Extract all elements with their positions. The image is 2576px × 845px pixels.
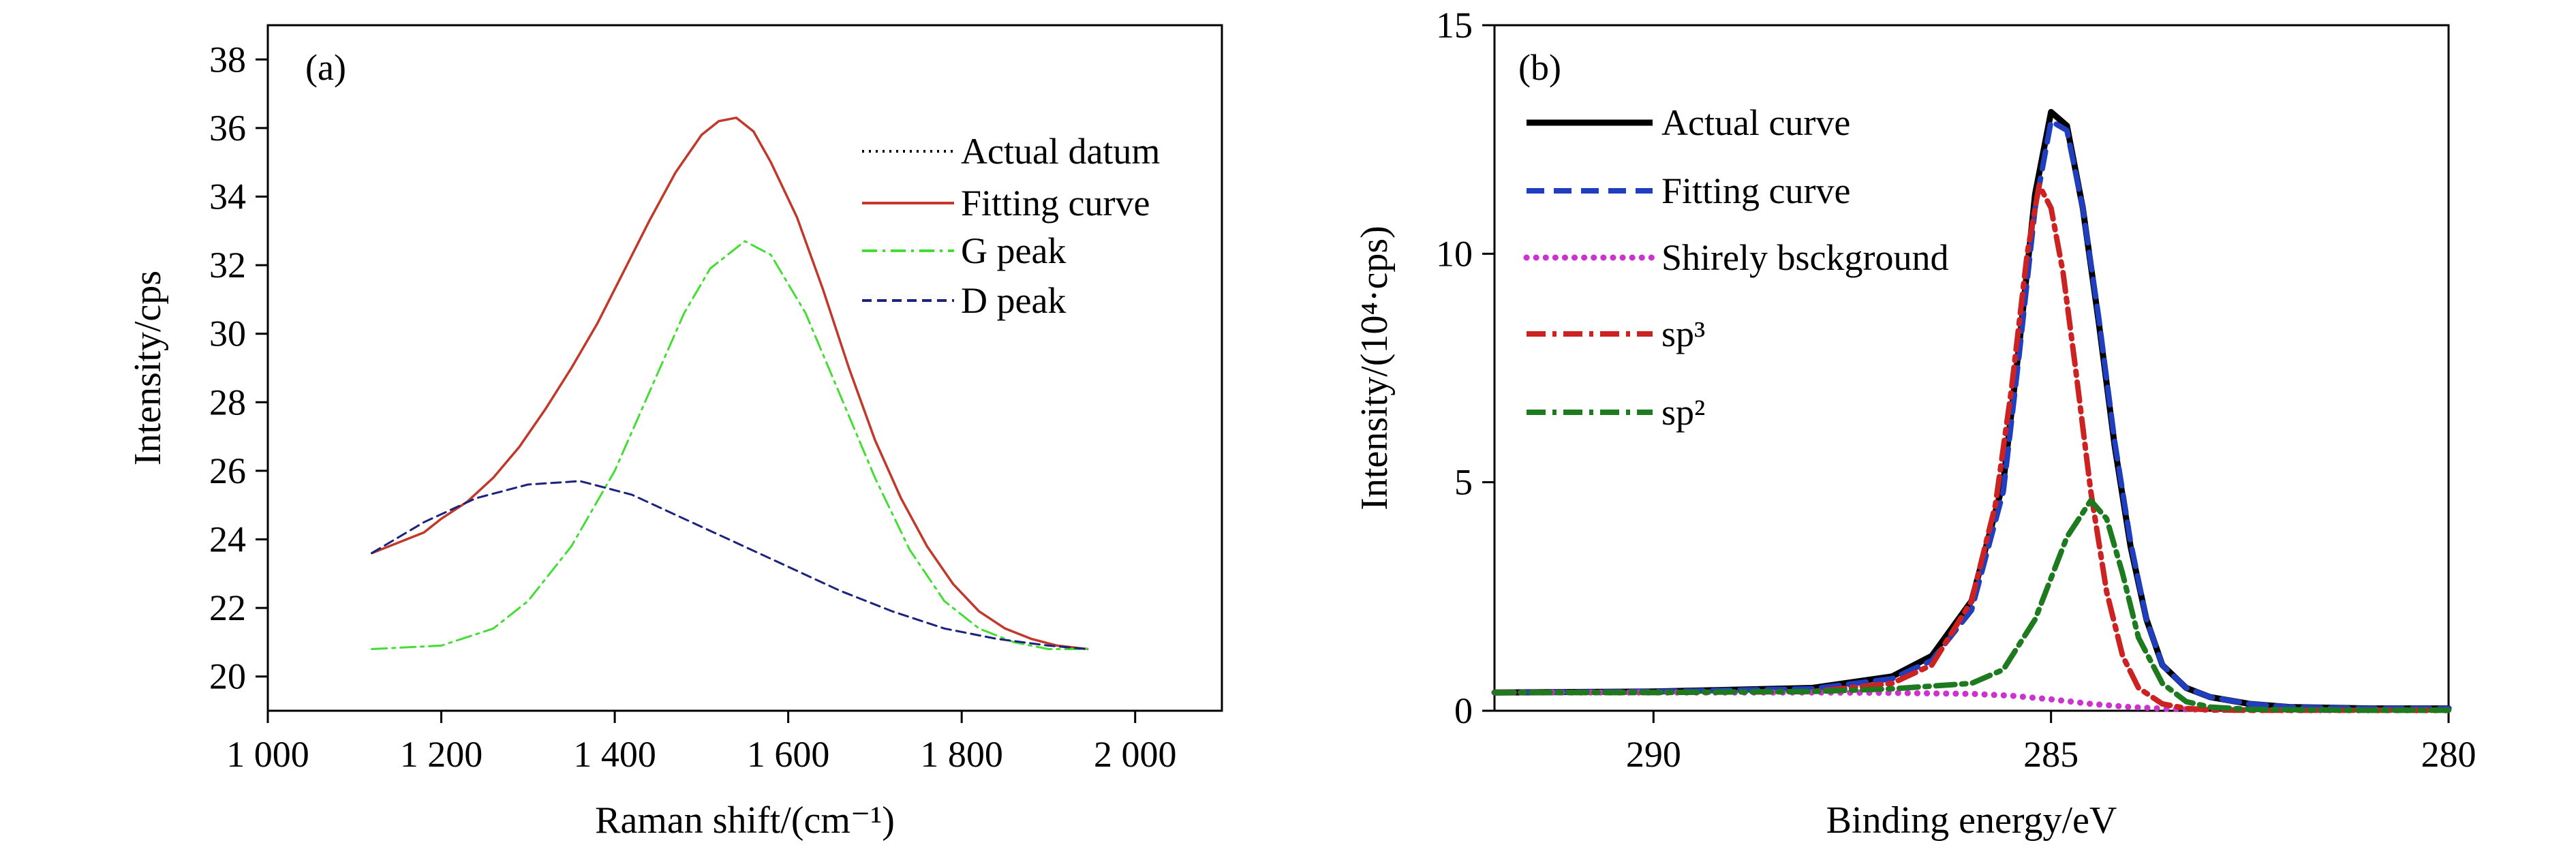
y-tick-label-b: 5	[1454, 462, 1473, 503]
legend-label-shirely-background: Shirely bsckground	[1661, 237, 1948, 278]
x-tick-label-b: 290	[1626, 734, 1681, 775]
legend-item-shirely-background: Shirely bsckground	[1523, 237, 1948, 278]
legend-label-fitting-curve-a: Fitting curve	[961, 183, 1150, 224]
y-axis-ticks-b: 0 5 10 15	[1436, 5, 1494, 731]
legend-item-actual-curve: Actual curve	[1527, 102, 1850, 143]
y-tick-label-a: 34	[209, 176, 246, 217]
y-tick-label-a: 30	[209, 313, 246, 354]
y-axis-title-a: Intensity/cps	[127, 271, 169, 465]
legend-label-sp3: sp³	[1661, 313, 1705, 354]
series-line-fitting-curve-a	[370, 117, 1089, 651]
legend-label-actual-curve: Actual curve	[1661, 102, 1850, 143]
series-line-fitting-curve-b	[1492, 118, 2451, 711]
series-line-shirely-bsckground-b	[1491, 689, 2452, 713]
legend-item-fitting-curve-b: Fitting curve	[1527, 170, 1850, 211]
legend-item-sp3: sp³	[1527, 313, 1705, 354]
x-axis-title-a: Raman shift/(cm⁻¹)	[595, 799, 895, 842]
legend-label-g-peak: G peak	[961, 230, 1066, 271]
series-group-b	[1491, 108, 2452, 713]
y-tick-label-a: 24	[209, 519, 246, 560]
y-tick-label-a: 32	[209, 245, 246, 286]
y-tick-label-a: 22	[209, 587, 246, 628]
legend-item-actual-datum: Actual datum	[862, 131, 1160, 172]
y-tick-label-b: 0	[1454, 690, 1473, 731]
series-line-sp-b	[1492, 182, 2451, 713]
panel-b: 290 285 280 0 5 10 15 (b) Binding energy/eV I…	[1353, 5, 2477, 842]
y-axis-title-b: Intensity/(10⁴·cps)	[1353, 226, 1396, 510]
x-tick-label-a: 1 600	[747, 734, 830, 775]
legend-item-sp2: sp²	[1527, 392, 1705, 433]
y-tick-label-b: 15	[1436, 5, 1473, 46]
legend-label-fitting-curve-b: Fitting curve	[1661, 170, 1850, 211]
series-line-sp-b	[1492, 497, 2451, 713]
y-tick-label-b: 10	[1436, 233, 1473, 274]
x-tick-label-a: 1 000	[226, 734, 309, 775]
legend-label-d-peak: D peak	[961, 280, 1066, 321]
panel-label-b: (b)	[1518, 47, 1561, 88]
y-axis-ticks-a: 20 22 24 26 28 30 32 34 36 38	[209, 39, 268, 697]
legend-item-d-peak: D peak	[862, 280, 1066, 321]
x-axis-ticks-b: 290 285 280	[1626, 711, 2477, 775]
x-tick-label-a: 2 000	[1094, 734, 1177, 775]
legend-label-sp2: sp²	[1661, 392, 1705, 433]
legend-b: Actual curve Fitting curve Shirely bsckg…	[1523, 102, 1948, 433]
plot-frame-b	[1493, 24, 2450, 712]
x-axis-title-b: Binding energy/eV	[1826, 799, 2117, 842]
series-line-g-peak-a	[371, 240, 1089, 650]
x-tick-label-b: 280	[2421, 734, 2477, 775]
series-line-d-peak-a	[371, 480, 1089, 650]
legend-label-actual-datum: Actual datum	[961, 131, 1160, 172]
legend-item-fitting-curve-a: Fitting curve	[862, 183, 1150, 224]
x-tick-label-a: 1 400	[573, 734, 656, 775]
y-tick-label-a: 28	[209, 382, 246, 422]
panel-a: 1 000 1 200 1 400 1 600 1 800 2 000 202224262…	[127, 24, 1223, 842]
x-axis-ticks-a: 1 000 1 200 1 400 1 600 1 800 2 000	[226, 711, 1176, 775]
y-tick-label-a: 36	[209, 108, 246, 149]
panel-label-a: (a)	[305, 47, 346, 88]
legend-a: Actual datum Fitting curve G peak D peak	[862, 131, 1160, 321]
y-tick-label-a: 38	[209, 39, 246, 80]
x-tick-label-a: 1 800	[920, 734, 1003, 775]
y-tick-label-a: 26	[209, 450, 246, 491]
plot-frame-a	[266, 24, 1223, 712]
series-group-a	[370, 117, 1089, 651]
legend-item-g-peak: G peak	[862, 230, 1066, 271]
x-tick-label-a: 1 200	[400, 734, 483, 775]
x-tick-label-b: 285	[2023, 734, 2079, 775]
y-tick-label-a: 20	[209, 656, 246, 697]
